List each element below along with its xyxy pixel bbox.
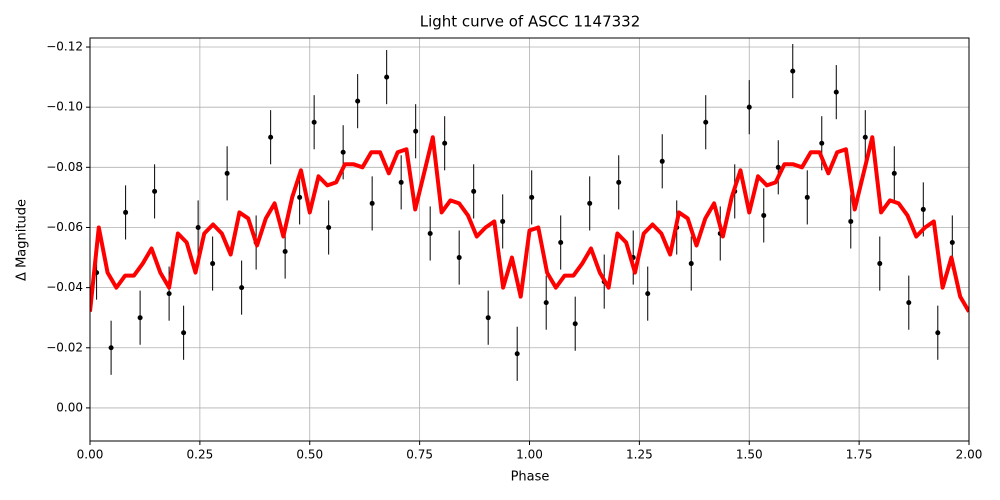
data-point: [659, 158, 665, 164]
data-point: [427, 230, 433, 236]
fit-line: [90, 135, 969, 313]
x-tick-label: 1.75: [846, 448, 873, 462]
data-point: [920, 206, 926, 212]
y-tick-label: −0.12: [46, 40, 83, 54]
data-point: [543, 300, 549, 306]
x-tick-label: 1.25: [626, 448, 653, 462]
y-tick-label: −0.10: [46, 100, 83, 114]
x-tick-label: 1.50: [736, 448, 763, 462]
data-point: [703, 119, 709, 125]
data-point: [645, 291, 651, 297]
x-tick-label: 0.00: [77, 448, 104, 462]
data-point: [239, 285, 245, 291]
x-tick-label: 0.75: [406, 448, 433, 462]
x-axis-label: Phase: [511, 470, 550, 485]
data-point: [935, 330, 941, 336]
data-point: [108, 345, 114, 351]
data-point: [529, 194, 535, 200]
data-point: [326, 224, 332, 230]
x-tick-label: 1.00: [516, 448, 543, 462]
data-point: [181, 330, 187, 336]
ticks: 0.00 0.25 0.50 0.75 1.00 1.25 1.50 1.75 2.00 −0.1…: [46, 40, 982, 462]
chart-title: Light curve of ASCC 1147332: [420, 13, 641, 31]
data-point: [224, 170, 230, 176]
data-point: [587, 200, 593, 206]
data-point: [558, 240, 564, 246]
data-point: [166, 291, 172, 297]
data-point: [906, 300, 912, 306]
data-point: [471, 188, 477, 194]
data-point: [210, 261, 216, 267]
y-tick-label: −0.06: [46, 220, 83, 234]
data-point: [369, 200, 375, 206]
data-point: [949, 240, 955, 246]
data-point: [297, 194, 303, 200]
data-point: [340, 149, 346, 155]
data-point: [804, 194, 810, 200]
data-point: [311, 119, 317, 125]
data-point: [442, 140, 448, 146]
x-tick-label: 2.00: [956, 448, 983, 462]
y-tick-label: −0.04: [46, 280, 83, 294]
data-point: [282, 249, 288, 255]
y-tick-label: −0.08: [46, 160, 83, 174]
data-point: [355, 98, 361, 104]
data-point: [195, 224, 201, 230]
x-tick-label: 0.25: [187, 448, 214, 462]
data-point: [833, 89, 839, 95]
data-point: [891, 170, 897, 176]
data-point: [137, 315, 143, 321]
data-point: [500, 218, 506, 224]
data-point: [384, 74, 390, 80]
data-point: [862, 134, 868, 140]
data-point: [790, 68, 796, 74]
data-point: [572, 321, 578, 327]
data-point: [775, 164, 781, 170]
data-point: [398, 179, 404, 185]
data-point: [688, 261, 694, 267]
plot-area: [90, 44, 969, 381]
y-tick-label: 0.00: [56, 400, 83, 414]
data-point: [268, 134, 274, 140]
data-point: [123, 209, 129, 215]
data-point: [877, 261, 883, 267]
data-point: [746, 104, 752, 110]
y-tick-label: −0.02: [46, 340, 83, 354]
data-point: [456, 255, 462, 261]
data-point: [485, 315, 491, 321]
data-point: [514, 351, 520, 357]
data-point: [761, 212, 767, 218]
data-point: [152, 188, 158, 194]
data-point: [413, 128, 419, 134]
data-point: [616, 179, 622, 185]
x-tick-label: 0.50: [296, 448, 323, 462]
data-point: [819, 140, 825, 146]
data-point: [848, 218, 854, 224]
y-axis-label: Δ Magnitude: [15, 199, 30, 281]
